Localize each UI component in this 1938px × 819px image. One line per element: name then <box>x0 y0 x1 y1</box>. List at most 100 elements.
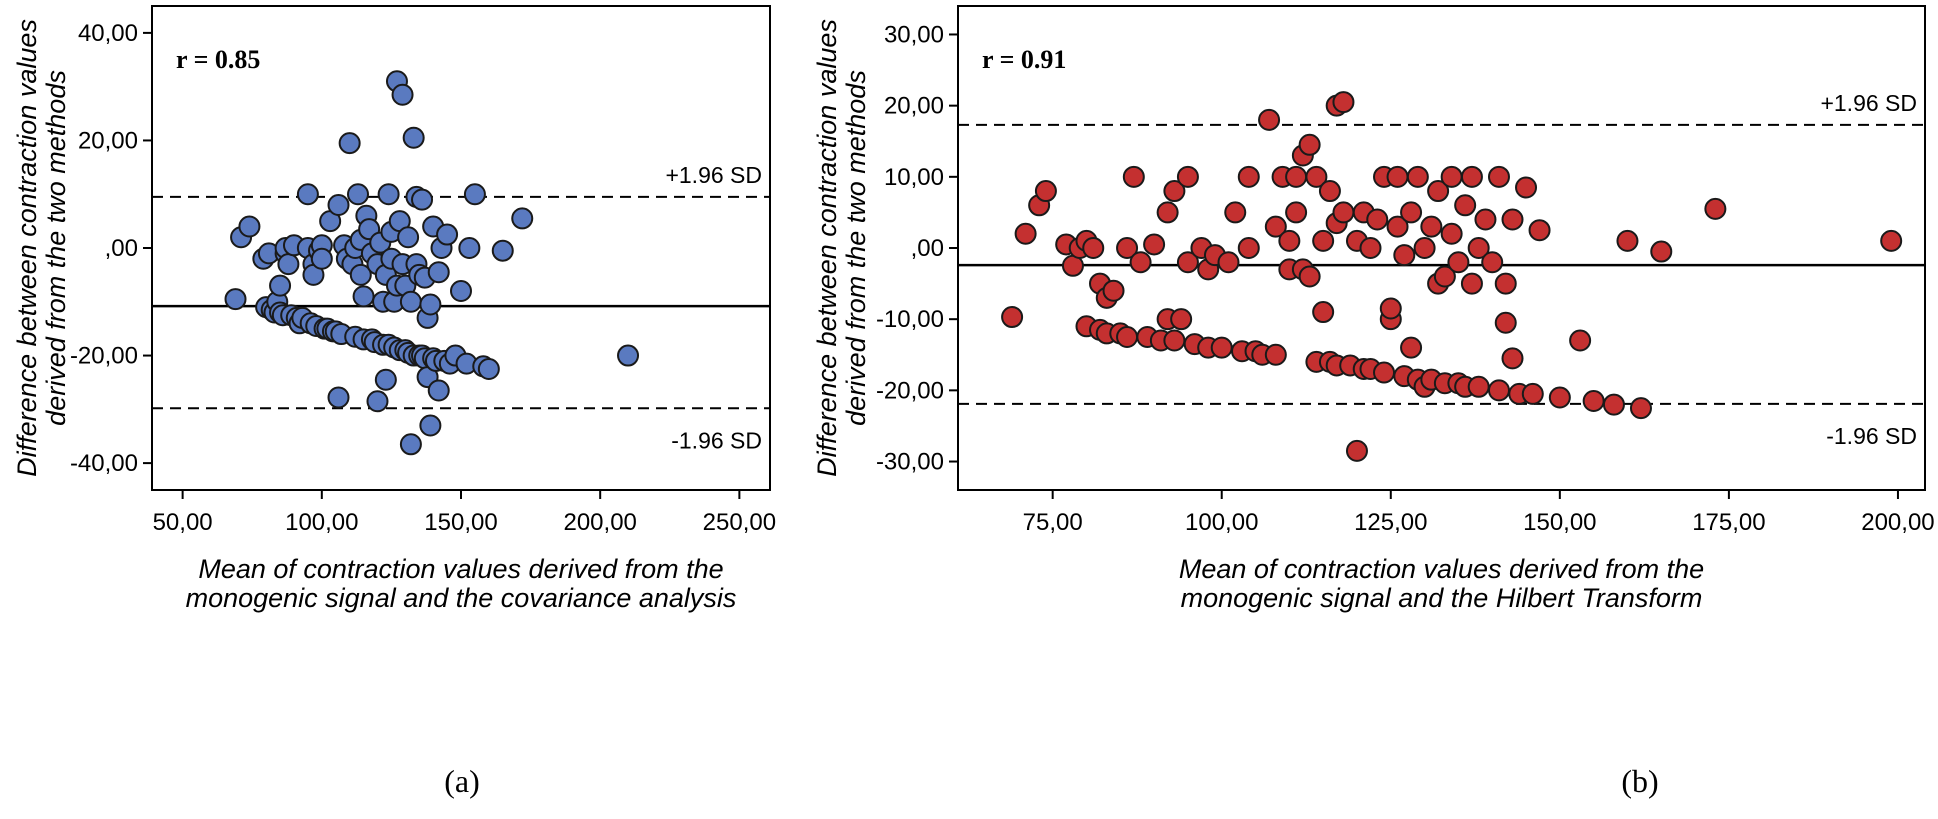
y-tick-label: ,00 <box>105 235 138 262</box>
data-point <box>377 183 400 206</box>
data-point <box>352 285 375 308</box>
y-axis-title: Difference between contraction valuesder… <box>812 19 871 477</box>
data-point <box>399 433 422 456</box>
data-point <box>277 253 300 276</box>
data-point <box>1001 306 1024 329</box>
data-point <box>1237 165 1260 188</box>
data-point <box>458 237 481 259</box>
data-point <box>1332 201 1355 224</box>
data-point <box>1616 229 1639 252</box>
data-point <box>1528 219 1551 242</box>
data-point <box>397 226 420 249</box>
data-point <box>1373 361 1396 384</box>
data-point <box>1602 393 1625 416</box>
data-point <box>419 414 442 437</box>
data-point <box>1474 208 1497 231</box>
y-axis-title-line: Difference between contraction values <box>12 19 42 477</box>
data-point <box>1278 229 1301 252</box>
lower-sd-label: -1.96 SD <box>671 427 762 453</box>
data-point <box>1129 251 1152 274</box>
data-point <box>296 183 319 206</box>
data-point <box>1034 180 1057 203</box>
data-point <box>1629 397 1652 420</box>
y-tick-label: -10,00 <box>876 306 944 333</box>
y-tick-label: -20,00 <box>876 377 944 404</box>
data-point <box>1548 386 1571 409</box>
data-point <box>1366 208 1389 231</box>
data-point <box>366 390 389 413</box>
data-point <box>1379 297 1402 320</box>
x-axis-title: Mean of contraction values derived from … <box>186 554 737 613</box>
data-point <box>349 263 372 286</box>
data-point <box>1460 165 1483 188</box>
x-tick-label: 50,00 <box>153 509 213 536</box>
data-point <box>1224 201 1247 224</box>
y-tick-label: 40,00 <box>78 20 138 47</box>
chart-panel-0: 40,00 20,00 ,00 -20,00 -40,00 50,00 100,00 150,… <box>12 5 776 799</box>
data-point <box>1122 165 1145 188</box>
panel-caption: (b) <box>1621 763 1658 799</box>
x-axis-title-line: monogenic signal and the Hilbert Transfo… <box>1181 583 1703 613</box>
data-point <box>1305 165 1328 188</box>
x-tick-label: 100,00 <box>1185 509 1258 536</box>
data-point <box>419 293 442 316</box>
data-point <box>1650 240 1673 263</box>
lower-sd-label: -1.96 SD <box>1826 423 1917 449</box>
y-tick-label: -40,00 <box>70 450 138 477</box>
data-point <box>1298 133 1321 156</box>
data-point <box>1386 165 1409 188</box>
data-point <box>347 183 369 206</box>
upper-sd-label: +1.96 SD <box>1820 90 1917 116</box>
data-point <box>1400 201 1423 224</box>
data-point <box>1312 229 1335 252</box>
x-tick-label: 250,00 <box>703 509 776 536</box>
data-point <box>1264 343 1287 366</box>
data-point <box>617 344 640 367</box>
data-point <box>477 358 500 380</box>
data-point <box>1427 180 1450 203</box>
y-axis-title-line: derived from the two methods <box>841 70 871 426</box>
data-point <box>1487 165 1510 188</box>
data-point <box>1258 108 1281 131</box>
data-point <box>411 188 434 211</box>
data-point <box>1318 180 1341 203</box>
x-tick-label: 175,00 <box>1692 509 1765 536</box>
data-point <box>1440 222 1463 245</box>
y-tick-label: 20,00 <box>884 93 944 120</box>
data-point <box>1454 194 1477 217</box>
chart-panel-1: 30,00 20,00 10,00 ,00 -10,00 -20,00 -30,00 75,0… <box>812 5 1935 799</box>
y-axis-title-line: Difference between contraction values <box>812 19 842 477</box>
data-point <box>310 247 333 270</box>
data-points <box>1001 91 1903 462</box>
data-point <box>399 290 422 313</box>
data-point <box>1501 347 1524 370</box>
data-point <box>238 215 261 238</box>
data-point <box>1481 251 1504 274</box>
x-axis-title-line: monogenic signal and the covariance anal… <box>186 583 737 613</box>
data-point <box>1170 308 1193 331</box>
data-point <box>1176 251 1199 274</box>
y-axis-title: Difference between contraction valuesder… <box>12 19 71 477</box>
data-point <box>427 261 450 284</box>
data-point <box>1237 237 1260 259</box>
upper-sd-label: +1.96 SD <box>665 162 762 188</box>
data-point <box>1521 382 1544 405</box>
x-tick-label: 100,00 <box>285 509 358 536</box>
x-axis-title-line: Mean of contraction values derived from … <box>1179 554 1704 584</box>
x-tick-label: 200,00 <box>563 509 636 536</box>
data-point <box>269 274 292 297</box>
data-point <box>391 83 414 106</box>
correlation-label: r = 0.85 <box>176 45 260 74</box>
data-point <box>1264 215 1287 238</box>
data-point <box>1143 233 1166 256</box>
x-tick-label: 200,00 <box>1861 509 1934 536</box>
data-point <box>1163 329 1186 352</box>
y-axis-title-line: derived from the two methods <box>41 70 71 426</box>
x-tick-label: 150,00 <box>1523 509 1596 536</box>
data-point <box>427 379 450 402</box>
data-point <box>1460 272 1483 295</box>
data-point <box>511 207 534 230</box>
data-points <box>224 70 640 456</box>
data-point <box>1285 165 1308 188</box>
y-tick-label: -20,00 <box>70 343 138 370</box>
